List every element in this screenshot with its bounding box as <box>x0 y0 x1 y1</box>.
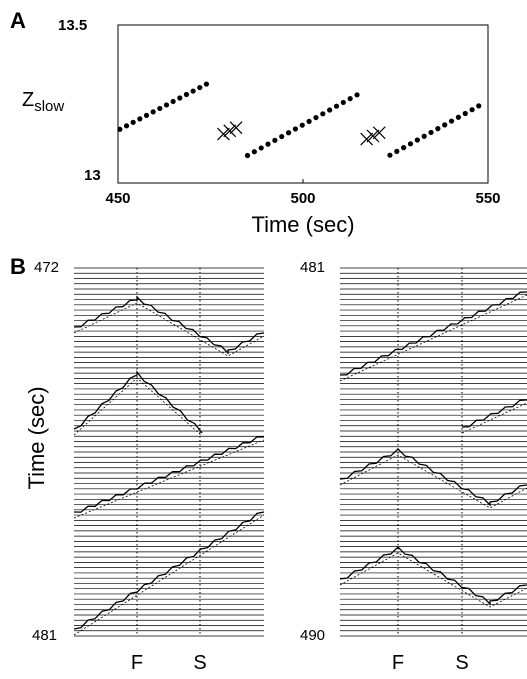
activity-wave <box>73 436 265 513</box>
activity-wave-shadow <box>73 514 265 636</box>
panel-b-right-bottom-label: 490 <box>300 627 325 644</box>
scatter-dot <box>306 118 312 124</box>
panel-b-left-f-label: F <box>131 652 143 674</box>
scatter-dot <box>394 148 400 154</box>
activity-wave-shadow <box>339 454 527 509</box>
scatter-dot <box>462 110 468 117</box>
panel-b-ylabel: Time (sec) <box>24 386 49 489</box>
activity-wave <box>73 295 265 355</box>
scatter-dot <box>299 122 305 128</box>
panel-a-ytick-bottom: 13 <box>84 167 101 184</box>
scatter-dot <box>313 114 319 121</box>
scatter-cross <box>366 129 380 143</box>
scatter-dot <box>327 107 333 113</box>
activity-wave <box>73 370 203 434</box>
scatter-dot <box>258 145 264 151</box>
scatter-cross <box>360 132 374 146</box>
scatter-dot <box>272 137 278 143</box>
scatter-dot <box>476 103 482 109</box>
panel-a-ylabel: Zslow <box>22 89 64 115</box>
scatter-dot <box>414 137 420 143</box>
scatter-dot <box>279 133 285 140</box>
scatter-dot <box>401 145 407 151</box>
activity-wave-shadow <box>73 377 203 437</box>
scatter-dot <box>347 96 353 102</box>
panel-b-left-bottom-label: 481 <box>32 627 57 644</box>
scatter-dot <box>137 116 143 122</box>
scatter-dot <box>244 152 251 159</box>
scatter-dot <box>285 130 292 136</box>
scatter-dot <box>407 141 414 147</box>
activity-wave <box>339 448 527 507</box>
scatter-cross <box>217 127 230 141</box>
scatter-dot <box>157 105 163 112</box>
panel-b-right-s-label: S <box>455 652 468 674</box>
scatter-dot <box>435 126 441 132</box>
activity-wave <box>73 511 265 630</box>
scatter-cross <box>223 124 237 138</box>
panel-a-xlabel: Time (sec) <box>251 212 354 237</box>
scatter-cross <box>229 121 243 135</box>
panel-b-left-s-label: S <box>193 652 206 674</box>
scatter-dot <box>163 102 170 108</box>
scatter-dot <box>251 149 257 155</box>
scatter-dot <box>333 103 340 109</box>
activity-wave <box>339 291 527 376</box>
scatter-dot <box>292 126 299 132</box>
panel-b-right-top-label: 481 <box>300 259 325 276</box>
activity-wave <box>339 546 527 606</box>
scatter-dot <box>469 107 475 113</box>
scatter-dot <box>442 122 448 128</box>
scatter-dot <box>354 92 360 98</box>
scatter-dot <box>320 111 326 117</box>
scatter-dot <box>421 133 427 139</box>
panel-b-letter: B <box>10 254 26 279</box>
scatter-dot <box>123 123 130 129</box>
activity-wave-shadow <box>461 402 527 434</box>
panel-b-right-traces <box>339 267 527 637</box>
activity-wave-shadow <box>339 552 527 608</box>
scatter-dot <box>203 81 210 87</box>
scatter-dot <box>455 114 461 120</box>
panel-b-left-traces <box>73 267 265 637</box>
scatter-dot <box>183 91 190 98</box>
activity-wave <box>461 399 527 428</box>
panel-a-xtick-500: 500 <box>290 190 315 207</box>
panel-a-xtick-450: 450 <box>105 190 130 207</box>
scatter-dot <box>150 109 156 115</box>
panel-b-right-f-label: F <box>392 652 404 674</box>
scatter-dot <box>170 98 176 105</box>
scatter-dot <box>190 88 196 94</box>
scatter-dot <box>340 99 346 106</box>
panel-a-ytick-top: 13.5 <box>58 17 87 34</box>
scatter-dot <box>428 129 434 136</box>
scatter-dot <box>130 119 136 125</box>
scatter-dot <box>265 141 271 147</box>
panel-b-left-top-label: 472 <box>34 259 59 276</box>
scatter-dot <box>197 84 203 91</box>
panel-a-xtick-550: 550 <box>475 190 500 207</box>
panel-a-letter: A <box>10 8 26 33</box>
panel-a-tick-marks <box>117 24 489 184</box>
scatter-cross <box>372 126 386 140</box>
scatter-dot <box>448 118 455 124</box>
scatter-dot <box>143 112 150 118</box>
scatter-dot <box>177 95 183 101</box>
scatter-dot <box>387 152 393 158</box>
scatter-dot <box>117 126 123 132</box>
panel-a-data-marks <box>117 81 482 159</box>
